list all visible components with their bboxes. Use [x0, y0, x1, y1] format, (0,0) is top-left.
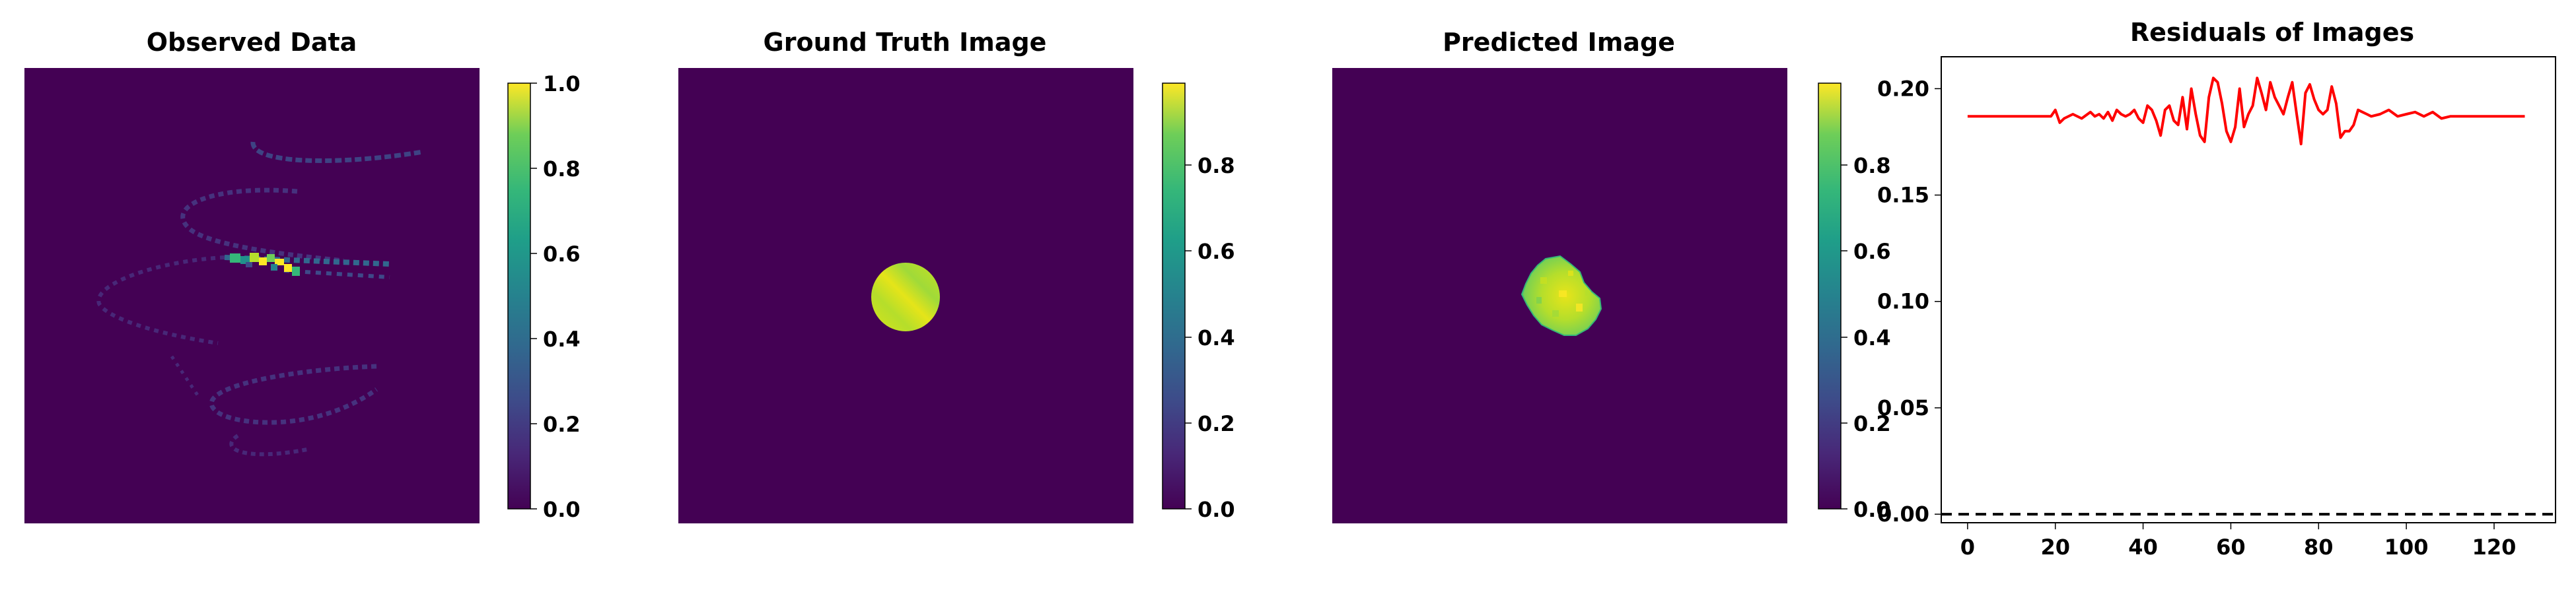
x-tick-label: 40: [2128, 535, 2158, 560]
streak-bottom: [229, 434, 311, 457]
observed-cbar-tick-0: 0.0: [543, 497, 581, 522]
groundtruth-colorbar: [1162, 82, 1186, 510]
x-tick-label: 60: [2216, 535, 2246, 560]
groundtruth-title: Ground Truth Image: [764, 28, 1047, 57]
groundtruth-disk: [871, 263, 940, 331]
groundtruth-cbar-tick-4: 0.8: [1198, 153, 1235, 178]
streak-middle: [96, 255, 225, 345]
observed-streaks: [96, 141, 423, 457]
x-tick-label: 120: [2472, 535, 2517, 560]
groundtruth-colorbar-ticks: 0.0 0.2 0.4 0.6 0.8: [1185, 153, 1235, 522]
streak-top: [250, 141, 423, 163]
streak-right: [283, 269, 390, 279]
y-tick-label: 0.10: [1877, 289, 1929, 314]
observed-panel: Observed Data: [24, 28, 581, 523]
groundtruth-cbar-tick-3: 0.6: [1198, 239, 1235, 264]
residuals-panel: Residuals of Images 0 20 40 60 80 100 1200.000…: [1877, 18, 2556, 560]
observed-cbar-tick-2: 0.4: [543, 327, 581, 352]
predicted-cbar-tick-1: 0.2: [1853, 411, 1891, 436]
x-tick-label: 80: [2304, 535, 2334, 560]
observed-cbar-tick-3: 0.6: [543, 242, 581, 267]
x-tick-label: 20: [2040, 535, 2070, 560]
residuals-plot: 0 20 40 60 80 100 120 0.00 0.05 0.10 0.15 0.20: [1877, 76, 2556, 560]
groundtruth-cbar-tick-2: 0.4: [1198, 325, 1235, 350]
observed-cbar-tick-1: 0.2: [543, 412, 581, 437]
observed-colorbar: [507, 82, 531, 510]
observed-bright-cluster: [230, 253, 300, 276]
predicted-cbar-tick-2: 0.4: [1853, 325, 1891, 350]
predicted-panel: Predicted Image 0.0 0.2 0.4 0.6 0.8: [1332, 28, 1891, 523]
predicted-cbar-tick-3: 0.6: [1853, 239, 1891, 264]
x-tick-label: 100: [2384, 535, 2429, 560]
streak-center: [224, 255, 390, 267]
streak-upper: [180, 187, 344, 263]
y-tick-label: 0.20: [1877, 76, 1929, 101]
residual-series-line: [1967, 77, 2525, 146]
y-tick-label: 0.00: [1877, 502, 1929, 527]
observed-title: Observed Data: [147, 28, 357, 57]
predicted-cbar-tick-4: 0.8: [1853, 153, 1891, 178]
groundtruth-cbar-tick-1: 0.2: [1198, 411, 1235, 436]
predicted-blob-texture: [1536, 271, 1591, 317]
y-tick-label: 0.05: [1877, 395, 1929, 420]
observed-cbar-tick-5: 1.0: [543, 71, 581, 96]
streak-lower: [209, 364, 378, 425]
groundtruth-cbar-tick-0: 0.0: [1198, 497, 1235, 522]
observed-colorbar-ticks: 0.0 0.2 0.4 0.6 0.8 1.0: [530, 71, 581, 522]
residuals-title: Residuals of Images: [2130, 18, 2414, 47]
groundtruth-panel: Ground Truth Image 0.0 0.2 0.4 0.6 0.8: [678, 28, 1235, 523]
predicted-colorbar-ticks: 0.0 0.2 0.4 0.6 0.8: [1841, 153, 1891, 522]
observed-cbar-tick-4: 0.8: [543, 156, 581, 182]
residuals-axes-frame: [1941, 56, 2556, 523]
y-tick-label: 0.15: [1877, 183, 1929, 208]
predicted-colorbar: [1818, 82, 1842, 510]
x-tick-label: 0: [1960, 535, 1975, 560]
predicted-cbar-tick-0: 0.0: [1853, 497, 1891, 522]
predicted-title: Predicted Image: [1443, 28, 1675, 57]
